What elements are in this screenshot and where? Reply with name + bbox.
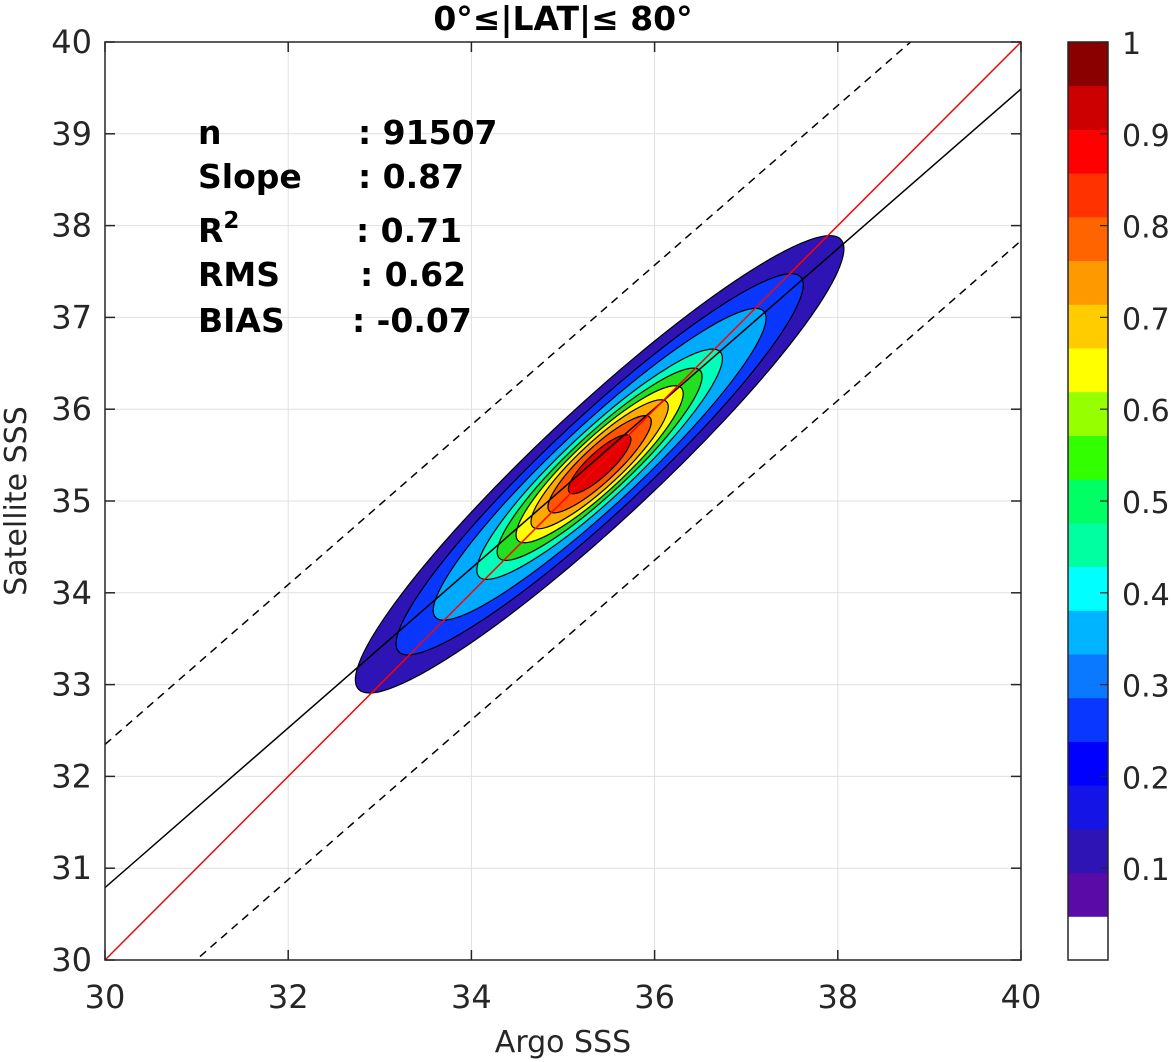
x-axis-ticks: 30 32 34 36 38 40 <box>85 42 1042 1016</box>
colorbar-swatch <box>1068 785 1108 830</box>
colorbar-tick-label: 0.2 <box>1122 761 1170 796</box>
colorbar-swatch <box>1068 741 1108 786</box>
stat-label-superscript: 2 <box>223 208 239 234</box>
y-tick-label: 33 <box>51 666 92 704</box>
stat-label-text: BIAS <box>198 301 285 340</box>
colorbar-swatch <box>1068 828 1108 874</box>
colorbar-tick-label: 0.9 <box>1122 119 1170 154</box>
regression-fit-line <box>105 88 1021 889</box>
y-axis-ticks: 30 31 32 33 34 35 36 37 38 39 40 <box>51 23 1021 979</box>
upper-bound-line <box>105 42 912 745</box>
colorbar-swatch <box>1068 348 1108 393</box>
y-tick-label: 37 <box>51 298 92 336</box>
colorbar-swatch <box>1068 173 1108 218</box>
x-tick-label: 36 <box>634 978 675 1016</box>
colorbar-swatch <box>1068 260 1108 305</box>
stat-label-text: RMS <box>198 255 280 294</box>
x-tick-label: 34 <box>451 978 492 1016</box>
y-tick-label: 32 <box>51 757 92 795</box>
stat-label: n <box>198 113 222 152</box>
y-tick-label: 39 <box>51 115 92 153</box>
y-tick-label: 38 <box>51 207 92 245</box>
colorbar-swatch <box>1068 42 1108 87</box>
colorbar-tick-label: 0.4 <box>1122 578 1170 613</box>
stats-box: n : 91507 Slope : 0.87 R2 : 0.71 RMS : 0.62 BIAS… <box>198 113 498 340</box>
colorbar-swatch <box>1068 85 1108 130</box>
y-tick-label: 35 <box>51 482 92 520</box>
y-axis-label: Satellite SSS <box>0 406 34 596</box>
chart-title: 0°≤|LAT|≤ 80° <box>433 0 692 38</box>
lower-bound-line <box>194 240 1021 960</box>
stat-label: Slope <box>198 157 302 196</box>
colorbar-swatch <box>1068 697 1108 742</box>
y-tick-label: 40 <box>51 23 92 61</box>
colorbar-swatch <box>1068 522 1108 568</box>
y-tick-label: 34 <box>51 574 92 612</box>
colorbar-swatch <box>1068 304 1108 349</box>
colorbar-swatch <box>1068 916 1108 961</box>
grid-lines <box>105 42 1021 960</box>
colorbar-tick-label: 0.3 <box>1122 670 1170 705</box>
colorbar-swatch <box>1068 566 1108 611</box>
colorbar: 0.1 0.2 0.3 0.4 0.5 0.6 0.7 0.8 0.9 1 <box>1067 27 1170 961</box>
stat-label-text: Slope <box>198 157 302 196</box>
colorbar-swatch <box>1068 654 1108 699</box>
colorbar-tick-label: 0.1 <box>1122 853 1170 888</box>
stat-value: : 0.62 <box>360 255 466 294</box>
colorbar-tick-label: 0.7 <box>1122 302 1170 337</box>
y-tick-label: 30 <box>51 941 92 979</box>
colorbar-swatch <box>1068 610 1108 655</box>
x-tick-label: 38 <box>817 978 858 1016</box>
stat-label: BIAS <box>198 301 285 340</box>
x-tick-label: 30 <box>85 978 126 1016</box>
identity-line <box>105 42 1021 960</box>
x-tick-label: 32 <box>268 978 309 1016</box>
colorbar-swatch <box>1068 391 1108 436</box>
colorbar-tick-label: 0.5 <box>1122 486 1170 521</box>
y-tick-label: 36 <box>51 390 92 428</box>
colorbar-swatch <box>1068 435 1108 480</box>
colorbar-swatch <box>1068 129 1108 174</box>
stat-value: : 0.87 <box>358 157 464 196</box>
stat-value: : 0.71 <box>356 211 462 250</box>
stat-label: RMS <box>198 255 280 294</box>
colorbar-swatch <box>1068 216 1108 262</box>
x-axis-label: Argo SSS <box>495 1025 631 1060</box>
stat-value: : 91507 <box>358 113 498 152</box>
y-tick-label: 31 <box>51 849 92 887</box>
stat-value: : -0.07 <box>352 301 472 340</box>
colorbar-tick-label: 1 <box>1122 27 1141 62</box>
stat-label-text: n <box>198 113 222 152</box>
stat-label-text: R <box>198 211 223 250</box>
colorbar-swatch <box>1068 872 1108 917</box>
colorbar-tick-label: 0.8 <box>1122 211 1170 246</box>
stat-label: R2 <box>198 208 239 250</box>
reference-lines <box>105 42 1021 960</box>
x-tick-label: 40 <box>1001 978 1042 1016</box>
colorbar-tick-label: 0.6 <box>1122 394 1170 429</box>
